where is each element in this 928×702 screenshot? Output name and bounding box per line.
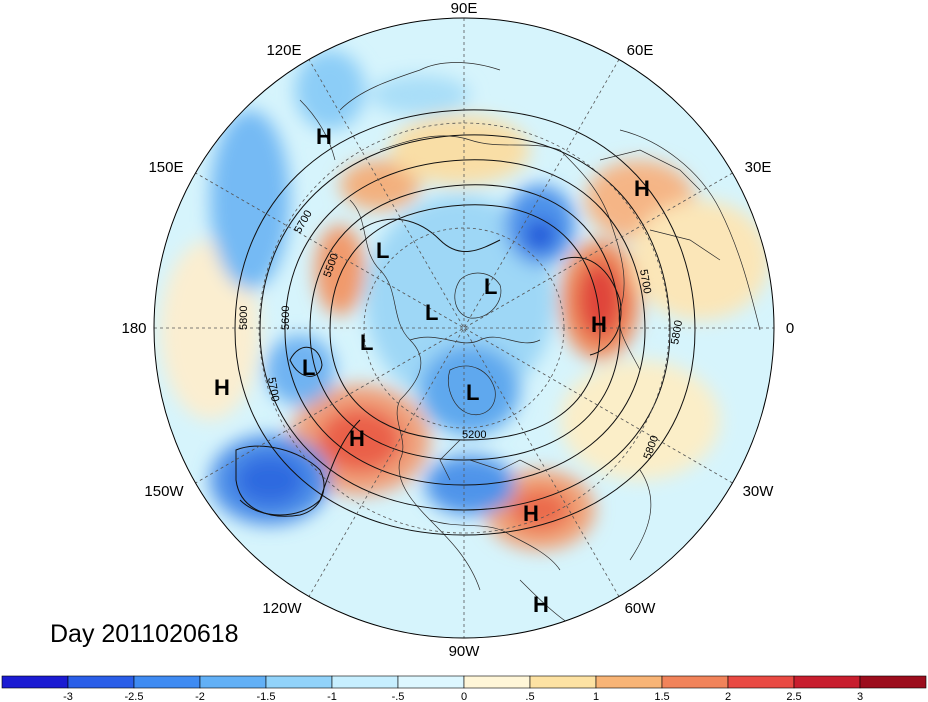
date-label: Day 2011020618 bbox=[50, 620, 239, 648]
high-center: H bbox=[591, 312, 607, 337]
lon-label-120w: 120W bbox=[262, 600, 302, 617]
contour-label: 5800 bbox=[669, 319, 685, 345]
colorbar-swatch bbox=[727, 675, 795, 689]
colorbar-tick-label: 1.5 bbox=[654, 691, 669, 702]
colorbar-tick-label: -2.5 bbox=[125, 691, 144, 702]
high-center: H bbox=[523, 501, 539, 526]
colorbar-tick-label: -1.5 bbox=[257, 691, 276, 702]
lon-label-150w: 150W bbox=[144, 483, 184, 500]
low-center: L bbox=[484, 274, 497, 299]
lon-label-180: 180 bbox=[121, 320, 146, 337]
low-center: L bbox=[425, 300, 438, 325]
high-center: H bbox=[316, 124, 332, 149]
colorbar-tick-label: 1 bbox=[593, 691, 599, 702]
contour-label: 5600 bbox=[280, 306, 292, 330]
lon-label-90e: 90E bbox=[451, 0, 478, 17]
map-boundary bbox=[153, 17, 775, 639]
lon-label-60w: 60W bbox=[625, 600, 657, 617]
lon-label-30w: 30W bbox=[743, 483, 775, 500]
coastlines bbox=[299, 62, 761, 631]
lon-label-30e: 30E bbox=[745, 159, 772, 176]
colorbar-swatch bbox=[67, 675, 135, 689]
contour-label: 5200 bbox=[462, 429, 486, 441]
colorbar-tick-label: -2 bbox=[195, 691, 205, 702]
contour-label: 5700 bbox=[265, 376, 281, 402]
colorbar-tick-label: -1 bbox=[327, 691, 337, 702]
colorbar-tick-label: 0 bbox=[461, 691, 467, 702]
contour-label: 5700 bbox=[637, 268, 653, 294]
colorbar-swatch bbox=[661, 675, 729, 689]
low-center: L bbox=[466, 380, 479, 405]
colorbar-swatch bbox=[397, 675, 465, 689]
graticule bbox=[154, 18, 774, 638]
lon-label-60e: 60E bbox=[627, 42, 654, 59]
colorbar-tick-label: 2 bbox=[725, 691, 731, 702]
colorbar-swatch bbox=[463, 675, 531, 689]
colorbar-tick-label: 3 bbox=[857, 691, 863, 702]
colorbar-tick-label: .5 bbox=[525, 691, 534, 702]
longitude-labels: 90E 60E 30E 0 30W 60W 90W 120W 150W 180 … bbox=[121, 0, 794, 660]
colorbar-swatch bbox=[859, 675, 927, 689]
lon-label-120e: 120E bbox=[266, 42, 301, 59]
colorbar-tick-label: 2.5 bbox=[786, 691, 801, 702]
colorbar-swatch bbox=[265, 675, 333, 689]
lon-label-0: 0 bbox=[786, 320, 794, 337]
colorbar: -3 -2.5 -2 -1.5 -1 -.5 0 .5 1 1.5 2 2.5 3 bbox=[1, 675, 927, 702]
colorbar-swatch bbox=[529, 675, 597, 689]
colorbar-swatch bbox=[1, 675, 69, 689]
colorbar-swatch bbox=[793, 675, 861, 689]
high-center: H bbox=[533, 592, 549, 617]
colorbar-swatch bbox=[595, 675, 663, 689]
colorbar-swatch bbox=[133, 675, 201, 689]
contour-label: 5800 bbox=[238, 306, 250, 330]
low-center: L bbox=[360, 330, 373, 355]
low-center: L bbox=[376, 238, 389, 263]
lon-label-150e: 150E bbox=[148, 159, 183, 176]
pressure-centers: H H H H H H H L L L L L L bbox=[214, 124, 650, 617]
high-center: H bbox=[214, 375, 230, 400]
colorbar-tick-label: -.5 bbox=[392, 691, 405, 702]
colorbar-tick-label: -3 bbox=[63, 691, 73, 702]
high-center: H bbox=[634, 176, 650, 201]
colorbar-swatch bbox=[199, 675, 267, 689]
low-center: L bbox=[302, 355, 315, 380]
lon-label-90w: 90W bbox=[449, 643, 481, 660]
high-center: H bbox=[349, 426, 365, 451]
colorbar-swatch bbox=[331, 675, 399, 689]
